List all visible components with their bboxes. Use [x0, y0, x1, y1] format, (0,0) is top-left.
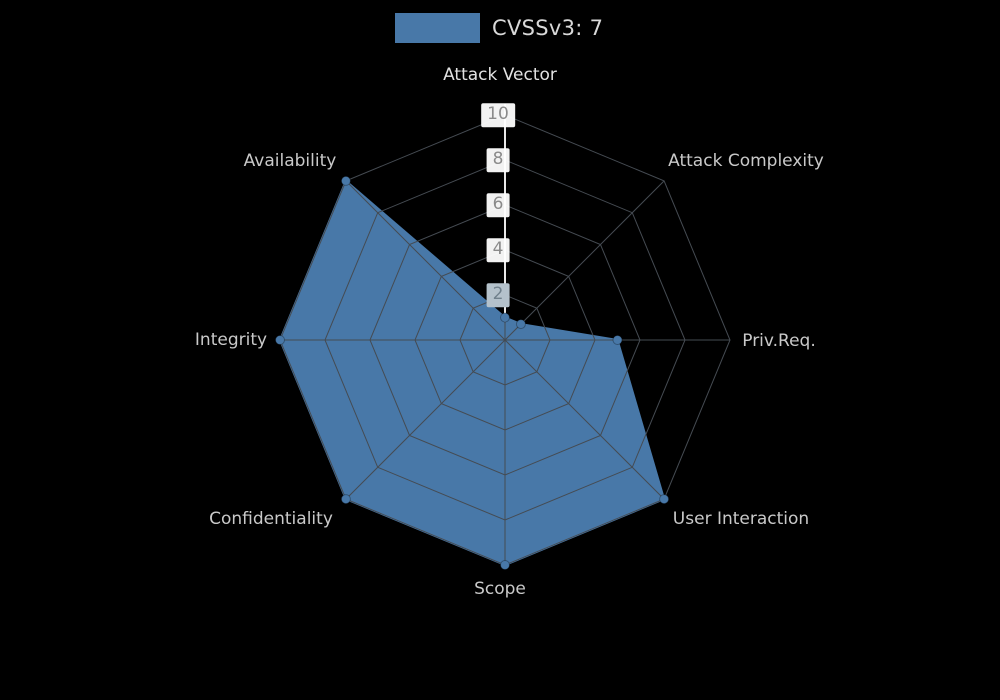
axis-label-integrity: Integrity — [194, 330, 268, 350]
axis-label-user-interaction: User Interaction — [672, 509, 810, 529]
axis-label-confidentiality: Confidentiality — [209, 509, 333, 529]
series-point-dot — [515, 319, 526, 330]
series-point-dot — [612, 335, 623, 345]
axis-label-availability: Availability — [243, 151, 337, 171]
series-point-dot — [340, 175, 351, 186]
grid-spoke — [345, 180, 506, 341]
axis-label-scope: Scope — [474, 579, 526, 599]
axis-label-attack-vector: Attack Vector — [443, 65, 557, 85]
series-point-dot — [340, 494, 351, 505]
grid-spoke — [504, 339, 665, 500]
series-point-dot — [500, 560, 510, 570]
legend-label: CVSSv3: 7 — [492, 16, 604, 40]
legend: CVSSv3: 7 — [395, 13, 603, 43]
legend-swatch — [395, 13, 480, 43]
radial-tick-4: 4 — [486, 238, 510, 262]
radial-tick-10: 10 — [481, 103, 515, 127]
radial-tick-6: 6 — [486, 193, 510, 217]
axis-label-priv-req: Priv.Req. — [742, 331, 816, 351]
grid-spoke — [345, 339, 506, 500]
series-point-dot — [275, 335, 285, 345]
radial-tick-2: 2 — [486, 283, 510, 307]
radial-tick-8: 8 — [486, 148, 510, 172]
grid-spoke — [504, 180, 665, 341]
axis-label-attack-complexity: Attack Complexity — [668, 151, 824, 171]
series-point-dot — [500, 312, 510, 323]
series-point-dot — [659, 494, 670, 505]
